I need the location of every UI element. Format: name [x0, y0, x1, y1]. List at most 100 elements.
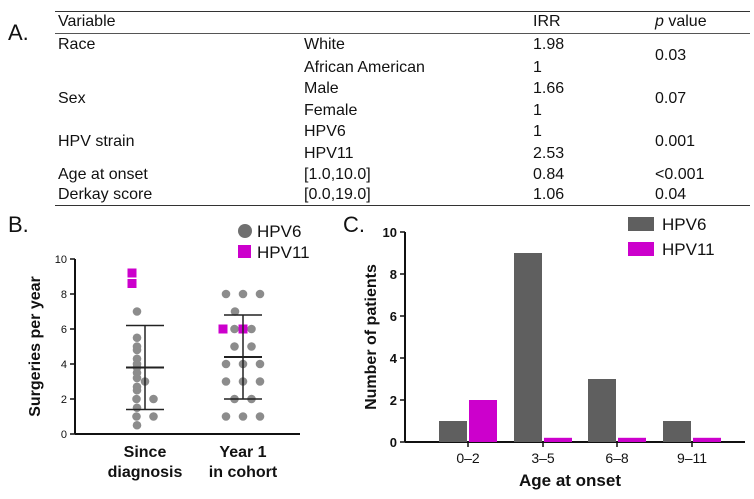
- row-sex-variable: Sex: [58, 90, 86, 107]
- legend-hpv6-label: HPV6: [257, 222, 301, 241]
- legend-hpv11-label: HPV11: [662, 240, 715, 259]
- x-tick-label: 0–2: [456, 450, 480, 466]
- hpv6-point: [255, 377, 265, 386]
- panel-label-c: C.: [343, 212, 365, 237]
- scatter-chart: 0 2 4 6 8 10 Surgeries per year Since diagnosis Y…: [27, 222, 310, 481]
- hpv6-point: [255, 359, 265, 369]
- hpv6-point: [132, 403, 142, 413]
- hpv6-point: [132, 342, 142, 351]
- hpv6-point: [132, 382, 142, 392]
- legend-hpv11-marker: [238, 245, 251, 258]
- legend-hpv6-marker: [238, 224, 252, 238]
- y-axis-title: Number of patients: [363, 264, 380, 410]
- y-tick-label: 10: [55, 254, 67, 266]
- row-hpv-p: 0.001: [655, 133, 696, 150]
- hpv6-point: [221, 377, 231, 386]
- header-p-rest: value: [663, 13, 707, 30]
- header-p-italic: p: [655, 13, 664, 30]
- hpv6-point: [230, 307, 240, 316]
- legend-hpv11-swatch: [628, 242, 654, 256]
- bar-hpv11-0: [469, 400, 497, 442]
- hpv6-point: [132, 307, 142, 316]
- y-tick-label: 6: [390, 309, 397, 324]
- row-hpv-level-1: HPV6: [304, 123, 346, 140]
- row-hpv-variable: HPV strain: [58, 133, 135, 150]
- y-tick-label: 10: [383, 225, 397, 240]
- header-irr: IRR: [533, 13, 561, 30]
- row-age-level-1: [1.0,10.0]: [304, 166, 371, 183]
- hpv6-point: [132, 394, 141, 404]
- hpv6-point: [247, 324, 256, 334]
- hpv6-point: [132, 412, 141, 421]
- row-race-irr-1: 1.98: [533, 36, 565, 53]
- y-tick-label: 8: [390, 267, 397, 282]
- x-axis-title: Age at onset: [519, 471, 621, 490]
- x-category-label: Since: [124, 444, 167, 461]
- legend-hpv11-label: HPV11: [257, 243, 310, 262]
- x-category-label: in cohort: [209, 464, 278, 481]
- x-tick-label: 9–11: [677, 450, 707, 466]
- row-derkay-irr-1: 1.06: [533, 186, 565, 203]
- y-tick-label: 8: [61, 289, 67, 301]
- y-tick-label: 6: [61, 324, 67, 336]
- row-derkay-p: 0.04: [655, 186, 687, 203]
- bar-hpv11-3: [693, 437, 721, 442]
- table-top-rule: [55, 11, 750, 12]
- row-age-p: <0.001: [655, 166, 705, 183]
- hpv6-point: [221, 359, 231, 369]
- row-sex-p: 0.07: [655, 90, 687, 107]
- hpv6-point: [230, 324, 239, 334]
- bar-hpv6-2: [588, 379, 616, 442]
- legend-hpv6-swatch: [628, 217, 654, 231]
- row-race-level-1: White: [304, 36, 345, 53]
- header-p-value: p value: [655, 13, 707, 31]
- row-sex-irr-1: 1.66: [533, 80, 565, 97]
- y-tick-label: 0: [61, 429, 67, 441]
- hpv6-point: [221, 289, 231, 299]
- row-hpv-irr-2: 2.53: [533, 145, 565, 162]
- table-bottom-rule: [55, 205, 750, 206]
- hpv6-point: [149, 412, 158, 421]
- panel-label-b: B.: [8, 212, 29, 237]
- hpv6-point: [132, 420, 142, 430]
- row-derkay-level-1: [0.0,19.0]: [304, 186, 371, 203]
- row-age-irr-1: 0.84: [533, 166, 565, 183]
- y-tick-label: 4: [61, 359, 67, 371]
- bar-hpv6-1: [514, 253, 542, 442]
- row-race-variable: Race: [58, 36, 96, 53]
- bar-hpv11-1: [544, 437, 572, 442]
- row-age-variable: Age at onset: [58, 166, 148, 183]
- hpv11-point: [127, 279, 137, 288]
- bar-hpv6-3: [663, 421, 691, 442]
- row-race-level-2: African American: [304, 59, 425, 76]
- row-race-irr-2: 1: [533, 59, 542, 76]
- hpv6-point: [149, 394, 158, 404]
- hpv6-point: [238, 412, 248, 421]
- legend-hpv6-label: HPV6: [662, 215, 706, 234]
- row-race-p: 0.03: [655, 47, 687, 64]
- x-category-label: Year 1: [219, 444, 266, 461]
- row-derkay-variable: Derkay score: [58, 186, 153, 203]
- table-header-rule: [55, 33, 750, 34]
- hpv6-point: [230, 342, 239, 351]
- irr-table: A. Variable IRR p value Race White Afric…: [0, 0, 754, 206]
- x-tick-label: 6–8: [605, 450, 629, 466]
- hpv6-point: [247, 342, 256, 351]
- y-tick-label: 4: [390, 351, 398, 366]
- y-tick-label: 2: [61, 394, 67, 406]
- y-tick-label: 2: [390, 393, 397, 408]
- y-axis-title: Surgeries per year: [27, 276, 44, 417]
- row-sex-irr-2: 1: [533, 102, 542, 119]
- bar-hpv11-2: [618, 437, 646, 442]
- row-sex-level-1: Male: [304, 80, 339, 97]
- row-hpv-irr-1: 1: [533, 123, 542, 140]
- row-sex-level-2: Female: [304, 102, 358, 119]
- hpv6-point: [132, 333, 142, 343]
- hpv6-point: [255, 412, 265, 421]
- panel-label-a: A.: [8, 20, 29, 45]
- bar-chart: 0 2 4 6 8 10 Number of patients Age at onset 0–2…: [363, 215, 745, 490]
- hpv6-point: [221, 412, 231, 421]
- x-category-label: diagnosis: [108, 464, 183, 481]
- hpv11-point: [218, 324, 228, 334]
- hpv6-point: [132, 354, 142, 364]
